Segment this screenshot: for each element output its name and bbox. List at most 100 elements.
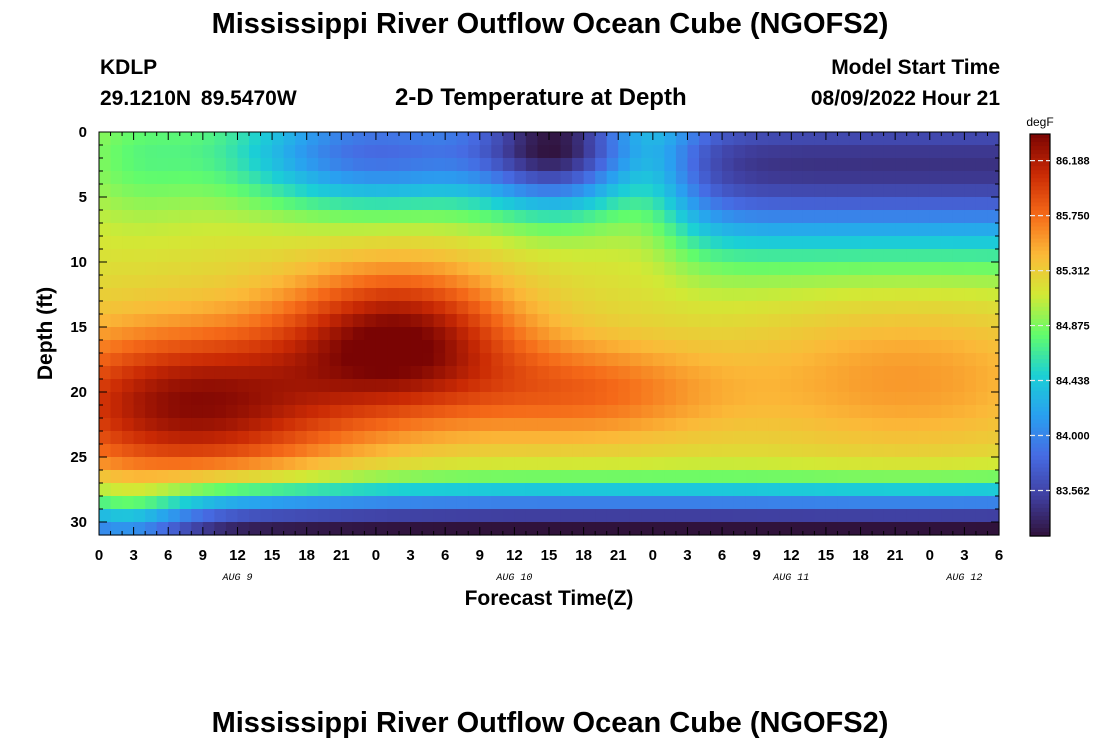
heatmap-cell: [410, 184, 423, 198]
heatmap-cell: [456, 223, 469, 237]
heatmap-cell: [295, 522, 308, 536]
heatmap-cell: [964, 379, 977, 393]
heatmap-cell: [468, 184, 481, 198]
heatmap-cell: [929, 496, 942, 510]
heatmap-cell: [906, 483, 919, 497]
heatmap-cell: [745, 184, 758, 198]
heatmap-cell: [318, 327, 331, 341]
heatmap-cell: [699, 379, 712, 393]
heatmap-cell: [295, 184, 308, 198]
heatmap-cell: [410, 223, 423, 237]
heatmap-cell: [318, 236, 331, 250]
heatmap-cell: [502, 379, 515, 393]
colorbar-segment: [1030, 226, 1050, 232]
heatmap-cell: [422, 314, 435, 328]
heatmap-cell: [260, 223, 273, 237]
heatmap-cell: [260, 392, 273, 406]
heatmap-cell: [860, 184, 873, 198]
heatmap-cell: [99, 405, 112, 419]
heatmap-cell: [352, 366, 365, 380]
heatmap-cell: [549, 522, 562, 536]
heatmap-cell: [341, 158, 354, 172]
heatmap-cell: [860, 431, 873, 445]
heatmap-cell: [502, 314, 515, 328]
heatmap-cell: [629, 366, 642, 380]
heatmap-cell: [687, 418, 700, 432]
heatmap-cell: [687, 249, 700, 263]
heatmap-cell: [745, 210, 758, 224]
heatmap-cell: [849, 496, 862, 510]
heatmap-cell: [168, 418, 181, 432]
heatmap-cell: [479, 262, 492, 276]
heatmap-cell: [860, 197, 873, 211]
heatmap-cell: [618, 132, 631, 146]
heatmap-cell: [110, 275, 123, 289]
heatmap-cell: [756, 158, 769, 172]
heatmap-cell: [537, 457, 550, 471]
heatmap-cell: [249, 314, 262, 328]
heatmap-cell: [583, 470, 596, 484]
heatmap-cell: [952, 288, 965, 302]
heatmap-cell: [156, 184, 169, 198]
heatmap-cell: [722, 366, 735, 380]
heatmap-cell: [410, 379, 423, 393]
heatmap-cell: [133, 496, 146, 510]
heatmap-cell: [468, 366, 481, 380]
heatmap-cell: [906, 431, 919, 445]
heatmap-cell: [606, 262, 619, 276]
heatmap-cell: [422, 197, 435, 211]
heatmap-cell: [791, 418, 804, 432]
heatmap-cell: [375, 197, 389, 211]
heatmap-cell: [168, 314, 181, 328]
heatmap-cell: [202, 288, 215, 302]
heatmap-cell: [560, 522, 573, 536]
heatmap-cell: [514, 483, 527, 497]
heatmap-cell: [929, 210, 942, 224]
heatmap-cell: [537, 249, 550, 263]
heatmap-cell: [825, 210, 839, 224]
heatmap-cell: [272, 392, 285, 406]
colorbar-segment: [1030, 379, 1050, 384]
heatmap-cell: [860, 301, 873, 315]
heatmap-cell: [272, 470, 285, 484]
heatmap-cell: [987, 353, 1000, 367]
heatmap-cell: [352, 340, 365, 354]
heatmap-cell: [872, 470, 885, 484]
heatmap-cell: [191, 444, 204, 458]
heatmap-cell: [975, 210, 989, 224]
heatmap-cell: [525, 470, 539, 484]
heatmap-cell: [710, 314, 723, 328]
heatmap-cell: [110, 184, 123, 198]
heatmap-cell: [779, 327, 792, 341]
heatmap-cell: [779, 275, 792, 289]
heatmap-cell: [329, 171, 342, 185]
heatmap-cell: [572, 522, 585, 536]
heatmap-cell: [295, 496, 308, 510]
heatmap-cell: [387, 262, 400, 276]
heatmap-cell: [572, 262, 585, 276]
heatmap-cell: [260, 379, 273, 393]
heatmap-cell: [629, 444, 642, 458]
heatmap-cell: [156, 262, 169, 276]
heatmap-cell: [710, 379, 723, 393]
colorbar-segment: [1030, 439, 1050, 445]
heatmap-cell: [352, 275, 365, 289]
heatmap-cell: [122, 522, 135, 536]
heatmap-cell: [179, 145, 192, 159]
heatmap-cell: [595, 197, 608, 211]
heatmap-cell: [168, 171, 181, 185]
heatmap-cell: [652, 444, 665, 458]
heatmap-cell: [883, 470, 896, 484]
heatmap-cell: [318, 405, 331, 419]
heatmap-cell: [179, 262, 192, 276]
heatmap-cell: [918, 301, 931, 315]
heatmap-cell: [710, 197, 723, 211]
heatmap-cell: [745, 249, 758, 263]
heatmap-cell: [825, 236, 839, 250]
heatmap-cell: [768, 249, 781, 263]
colorbar-segment: [1030, 310, 1050, 316]
heatmap-cell: [641, 522, 654, 536]
heatmap-cell: [883, 223, 896, 237]
heatmap-cell: [710, 470, 723, 484]
heatmap-cell: [664, 366, 677, 380]
